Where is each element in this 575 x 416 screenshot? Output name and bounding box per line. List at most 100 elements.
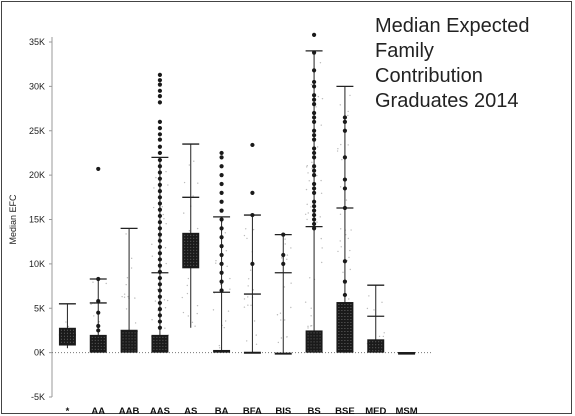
density-point (125, 233, 127, 235)
outlier-point (311, 186, 317, 191)
density-point (183, 181, 186, 184)
density-point (166, 299, 169, 302)
box-speckle (378, 350, 380, 352)
box-speckle (193, 240, 195, 242)
outlier-point (311, 146, 317, 151)
box-speckle (125, 338, 127, 340)
outlier-point (342, 292, 348, 298)
box-speckle (338, 319, 340, 320)
density-point (246, 237, 248, 240)
outlier-point (157, 251, 163, 256)
outlier-point (157, 176, 163, 181)
box-speckle (347, 307, 349, 308)
density-point (152, 206, 155, 209)
box-speckle (375, 350, 377, 352)
outlier-point (157, 182, 163, 187)
outlier-point (157, 238, 163, 243)
box-speckle (316, 332, 318, 334)
density-point (134, 297, 136, 299)
outlier-point (157, 72, 163, 77)
box-speckle (196, 240, 198, 242)
density-point (126, 277, 129, 279)
outlier-point (157, 125, 163, 131)
density-point (125, 308, 128, 310)
outlier-point (157, 257, 163, 262)
box-speckle (307, 347, 309, 349)
box-speckle (319, 347, 321, 349)
box-speckle (162, 336, 164, 338)
box-speckle (60, 332, 62, 334)
outlier-point (157, 157, 163, 163)
density-point (130, 267, 133, 269)
box-speckle (159, 345, 161, 347)
outlier-point (311, 97, 317, 102)
box-speckle (378, 347, 380, 349)
density-point (92, 281, 94, 283)
outlier-point (157, 119, 163, 124)
density-point (319, 61, 322, 64)
outlier-point (96, 310, 101, 315)
density-point (188, 230, 191, 232)
box-speckle (319, 341, 321, 343)
outlier-point (311, 133, 317, 138)
y-tick-label: 5K (34, 303, 45, 313)
outlier-point (219, 270, 224, 275)
box-speckle (91, 336, 93, 338)
box-speckle (100, 342, 102, 344)
box-speckle (153, 345, 155, 347)
box-speckle (347, 316, 349, 317)
box-speckle (196, 243, 198, 245)
box-speckle (344, 340, 346, 341)
box-speckle (347, 346, 349, 347)
density-point (321, 247, 323, 249)
outlier-point (157, 213, 163, 219)
box-speckle (193, 255, 195, 257)
box-speckle (97, 348, 99, 350)
box-speckle (319, 332, 321, 334)
density-point (193, 160, 195, 162)
boxes-group (58, 50, 416, 355)
outlier-point (311, 110, 317, 116)
density-point (373, 309, 375, 311)
outlier-point (219, 226, 224, 231)
box-speckle (66, 332, 68, 334)
density-point (196, 227, 199, 230)
category-label: MSM (395, 406, 417, 415)
box-speckle (187, 243, 189, 245)
density-point (162, 213, 164, 216)
density-point (339, 240, 341, 242)
box-speckle (94, 336, 96, 338)
box-speckle (190, 234, 192, 236)
box-speckle (63, 332, 65, 334)
box-speckle (122, 350, 124, 352)
box-speckle (319, 350, 321, 352)
outlier-point (219, 164, 224, 169)
outlier-point (311, 137, 317, 142)
outlier-point (219, 244, 224, 249)
outlier-point (219, 208, 224, 213)
box-speckle (190, 252, 192, 254)
density-point (245, 228, 247, 230)
box-speckle (338, 340, 340, 341)
box-speckle (193, 264, 195, 266)
density-point (130, 257, 133, 260)
box-speckle (187, 246, 189, 248)
density-point (378, 335, 381, 338)
density-point (306, 164, 308, 167)
outlier-point (311, 212, 317, 218)
title-line-3: Contribution (375, 65, 483, 87)
density-point (250, 304, 252, 306)
outlier-point (157, 263, 163, 268)
density-point (336, 150, 339, 152)
density-point (284, 243, 286, 245)
box-speckle (350, 328, 352, 329)
box-speckle (196, 249, 198, 251)
outlier-point (157, 137, 163, 142)
box-speckle (347, 337, 349, 338)
category-label: BSE (335, 406, 355, 415)
box-speckle (310, 341, 312, 343)
box-speckle (193, 246, 195, 248)
density-point (306, 218, 308, 221)
outlier-point (219, 173, 224, 178)
box-speckle (165, 342, 167, 344)
